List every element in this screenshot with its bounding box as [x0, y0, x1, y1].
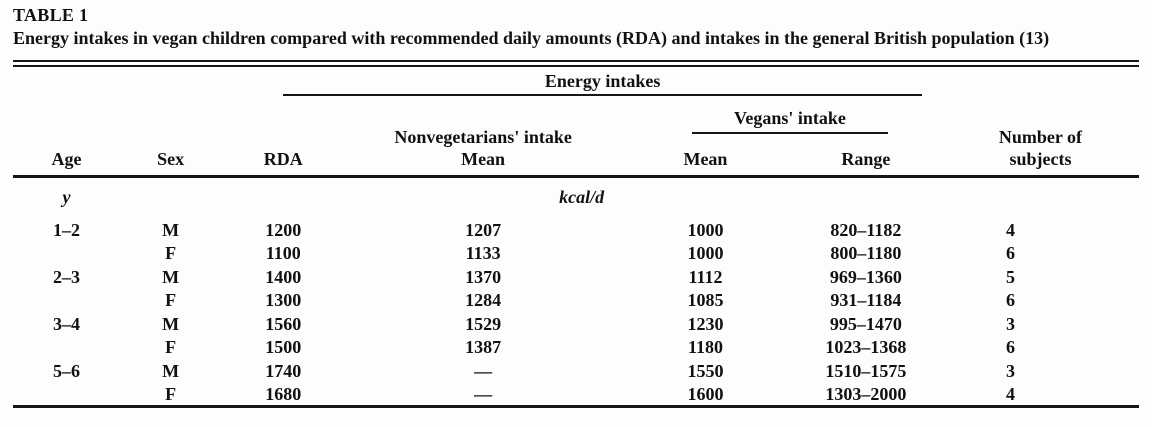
table-row: F 1680 — 1600 1303–2000 4 — [13, 382, 1139, 408]
cell-nonveg-mean: 1133 — [465, 243, 501, 264]
spacer-cell — [221, 96, 345, 134]
cell-sex: M — [162, 313, 180, 334]
table-row: 1–2 M 1200 1207 1000 820–1182 4 — [13, 218, 1139, 242]
number-of-label: Number of — [998, 126, 1083, 147]
energy-intakes-spanner-cell: Energy intakes — [221, 67, 942, 96]
cell-age — [13, 242, 120, 266]
cell-rda: 1100 — [265, 243, 301, 264]
table-row: 3–4 M 1560 1529 1230 995–1470 3 — [13, 312, 1139, 336]
cell-vegan-range: 800–1180 — [830, 243, 902, 264]
header-row-vegans-spanner: Nonvegetarians' intake Mean Vegans' inta… — [13, 96, 1139, 178]
cell-subjects: 4 — [1005, 219, 1015, 240]
cell-rda: 1680 — [221, 382, 346, 408]
col-header-sex: Sex — [119, 134, 222, 178]
cell-rda: 1300 — [265, 290, 302, 311]
table-row: 2–3 M 1400 1370 1112 969–1360 5 — [13, 265, 1139, 289]
col-header-vegan-mean: Mean — [621, 134, 790, 178]
table-row: F 1500 1387 1180 1023–1368 6 — [13, 336, 1139, 360]
cell-subjects: 4 — [941, 382, 1139, 408]
energy-intakes-table: Energy intakes Nonvegetarians' intake Me… — [13, 67, 1139, 408]
cell-sex: M — [162, 266, 180, 287]
unit-row: y kcal/d — [13, 176, 1139, 218]
cell-age: 3–4 — [52, 313, 80, 334]
header-row-columns: Age Sex RDA Mean Range — [13, 134, 1139, 178]
table-caption: Energy intakes in vegan children compare… — [13, 28, 1050, 48]
cell-rda: 1740 — [265, 360, 302, 381]
table-row: F 1300 1284 1085 931–1184 6 — [13, 289, 1139, 313]
cell-vegan-mean: 1550 — [687, 360, 724, 381]
col-header-rda: RDA — [221, 134, 346, 178]
cell-age: 2–3 — [52, 266, 80, 287]
cell-subjects: 6 — [1005, 337, 1015, 358]
energy-intakes-spanner: Energy intakes — [283, 71, 922, 96]
cell-vegan-range: 931–1184 — [830, 290, 902, 311]
top-double-rule — [13, 60, 1139, 67]
cell-vegan-mean: 1000 — [687, 219, 724, 240]
cell-sex: F — [165, 337, 177, 358]
cell-vegan-range: 1023–1368 — [825, 337, 907, 358]
cell-nonveg-mean: — — [345, 382, 622, 408]
table-label: TABLE 1 — [13, 5, 89, 25]
vegans-intake-spanner-cell: Vegans' intake — [621, 96, 942, 134]
age-unit: y — [62, 187, 71, 208]
col-header-age: Age — [13, 134, 120, 178]
cell-nonveg-mean: 1387 — [465, 337, 502, 358]
cell-nonveg-mean: — — [474, 360, 493, 381]
cell-rda: 1500 — [265, 337, 302, 358]
subjects-label: subjects — [1009, 148, 1072, 169]
spacer-cell — [120, 176, 221, 218]
spacer-cell — [942, 67, 1139, 96]
cell-vegan-mean: 1180 — [687, 337, 723, 358]
spacer-cell — [942, 176, 1139, 218]
cell-sex: F — [165, 243, 177, 264]
cell-age — [13, 336, 120, 360]
col-header-vegan-range: Range — [789, 134, 942, 178]
cell-vegan-mean: 1600 — [621, 382, 790, 408]
cell-vegan-range: 1510–1575 — [825, 360, 907, 381]
cell-vegan-range: 969–1360 — [829, 266, 902, 287]
cell-subjects: 6 — [1005, 243, 1015, 264]
col-header-nonvegetarians-mean: Nonvegetarians' intake Mean — [345, 96, 622, 178]
cell-nonveg-mean: 1207 — [465, 219, 502, 240]
cell-sex: M — [162, 219, 180, 240]
value-unit: kcal/d — [559, 187, 605, 208]
cell-subjects: 3 — [1005, 360, 1015, 381]
cell-rda: 1400 — [265, 266, 302, 287]
cell-sex: M — [162, 360, 180, 381]
cell-vegan-range: 1303–2000 — [789, 382, 942, 408]
col-header-number-of-subjects: Number of subjects — [941, 96, 1139, 178]
cell-rda: 1560 — [265, 313, 302, 334]
cell-rda: 1200 — [265, 219, 302, 240]
cell-age: 5–6 — [52, 360, 80, 381]
cell-nonveg-mean: 1529 — [465, 313, 502, 334]
vegans-intake-spanner: Vegans' intake — [692, 108, 888, 134]
nonvegetarians-intake-label: Nonvegetarians' intake — [394, 126, 572, 147]
spacer-cell — [13, 67, 221, 96]
table-row: F 1100 1133 1000 800–1180 6 — [13, 242, 1139, 266]
nonvegetarians-mean-label: Mean — [461, 148, 506, 169]
cell-sex: F — [119, 382, 222, 408]
cell-sex: F — [165, 290, 177, 311]
cell-age — [13, 382, 120, 408]
cell-vegan-mean: 1230 — [687, 313, 724, 334]
table-row: 5–6 M 1740 — 1550 1510–1575 3 — [13, 359, 1139, 383]
cell-subjects: 5 — [1005, 266, 1015, 287]
cell-vegan-mean: 1112 — [688, 266, 723, 287]
cell-vegan-mean: 1000 — [687, 243, 724, 264]
spacer-cell — [13, 96, 120, 134]
spacer-cell — [120, 96, 221, 134]
cell-vegan-range: 995–1470 — [829, 313, 902, 334]
cell-nonveg-mean: 1370 — [465, 266, 502, 287]
header-row-energy-spanner: Energy intakes — [13, 67, 1139, 96]
cell-nonveg-mean: 1284 — [465, 290, 502, 311]
cell-subjects: 3 — [1005, 313, 1015, 334]
cell-age: 1–2 — [52, 219, 80, 240]
cell-age — [13, 289, 120, 313]
cell-vegan-mean: 1085 — [687, 290, 724, 311]
cell-vegan-range: 820–1182 — [830, 219, 902, 240]
cell-subjects: 6 — [1005, 290, 1015, 311]
